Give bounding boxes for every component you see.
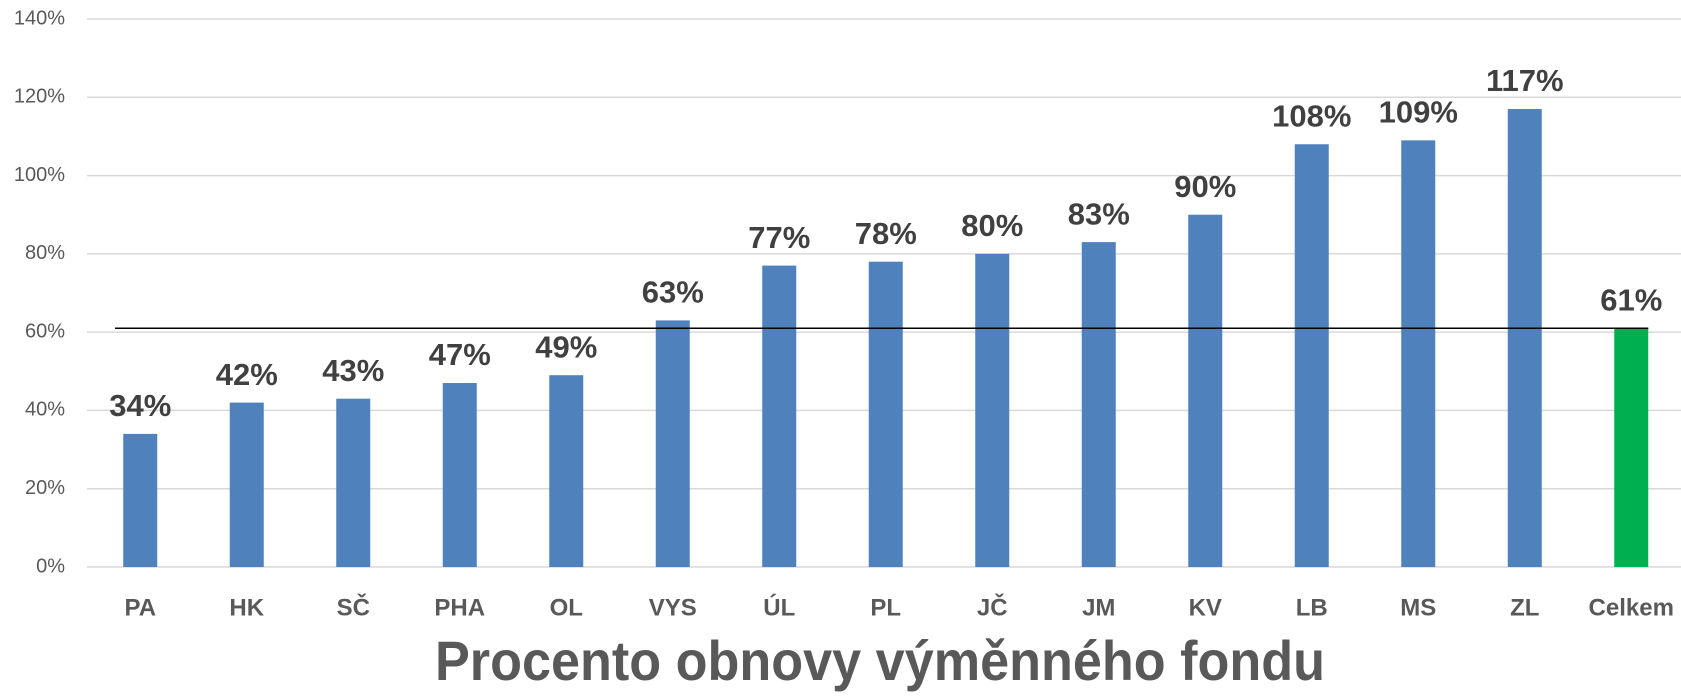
data-label: 34%: [109, 388, 171, 423]
bar: [442, 383, 477, 567]
data-label: 108%: [1272, 98, 1351, 133]
bar: [229, 402, 264, 567]
data-label: 83%: [1068, 196, 1130, 231]
x-tick-label: HK: [229, 594, 264, 621]
y-tick-label: 140%: [14, 7, 65, 29]
x-tick-label: PL: [870, 594, 901, 621]
data-label: 43%: [322, 353, 384, 388]
x-tick-label: JM: [1082, 594, 1115, 621]
bar: [762, 265, 797, 567]
bar: [1614, 328, 1649, 567]
data-label: 90%: [1174, 169, 1236, 204]
bar: [549, 375, 584, 567]
data-label: 49%: [535, 329, 597, 364]
bar: [1294, 144, 1329, 567]
bar: [1507, 109, 1542, 568]
x-tick-label: JČ: [977, 593, 1008, 621]
data-label: 77%: [748, 220, 810, 255]
chart-title: Procento obnovy výměnného fondu: [435, 629, 1325, 692]
x-tick-label: SČ: [337, 593, 370, 621]
data-label: 63%: [642, 275, 704, 310]
y-tick-label: 80%: [25, 242, 65, 264]
data-label: 42%: [216, 357, 278, 392]
y-tick-label: 120%: [14, 86, 65, 108]
x-tick-label: Celkem: [1589, 594, 1674, 621]
x-tick-label: ZL: [1510, 594, 1539, 621]
bar: [1081, 242, 1116, 567]
bar: [336, 398, 371, 567]
bar: [1401, 140, 1436, 568]
bar: [123, 433, 158, 567]
x-tick-label: KV: [1189, 594, 1222, 621]
y-tick-label: 60%: [25, 320, 65, 342]
y-tick-label: 100%: [14, 164, 65, 186]
x-tick-label: PA: [124, 594, 156, 621]
data-label: 80%: [961, 208, 1023, 243]
bar: [1188, 214, 1223, 567]
data-label: 109%: [1379, 95, 1458, 130]
x-tick-label: MS: [1400, 594, 1436, 621]
data-label: 117%: [1486, 63, 1564, 98]
x-tick-label: LB: [1296, 594, 1328, 621]
bar: [975, 253, 1010, 567]
bar: [655, 320, 690, 567]
y-tick-label: 0%: [36, 555, 65, 577]
bar: [868, 261, 903, 567]
x-tick-label: VYS: [649, 594, 697, 621]
x-tick-label: OL: [550, 594, 583, 621]
y-tick-label: 20%: [25, 477, 65, 499]
data-label: 47%: [429, 337, 491, 372]
x-tick-label: ÚL: [763, 593, 795, 621]
y-tick-label: 40%: [25, 399, 65, 421]
x-tick-label: PHA: [434, 594, 485, 621]
data-label: 61%: [1600, 282, 1662, 317]
data-label: 78%: [855, 216, 917, 251]
